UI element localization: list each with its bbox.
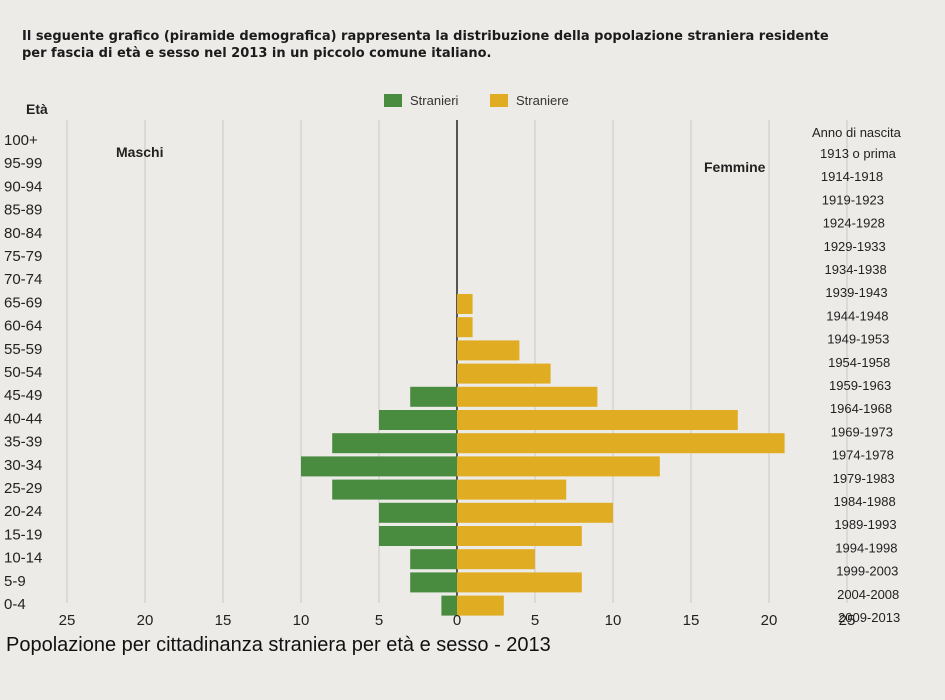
birth-year-label: 1974-1978 [832, 448, 894, 463]
bar-straniere [457, 363, 551, 384]
legend-label-straniere: Straniere [516, 93, 569, 108]
x-tick-label: 20 [137, 612, 154, 629]
birth-year-label: 2009-2013 [838, 610, 900, 625]
birth-year-label: 1924-1928 [823, 216, 885, 231]
birth-year-label: 1994-1998 [835, 540, 897, 555]
age-label: 75-79 [4, 248, 42, 265]
legend-swatch-straniere [490, 94, 508, 107]
birth-year-label: 1969-1973 [831, 424, 893, 439]
birth-year-label: 1984-1988 [834, 494, 896, 509]
age-label: 45-49 [4, 387, 42, 404]
age-label: 0-4 [4, 596, 26, 613]
bar-straniere [457, 479, 567, 500]
birth-axis-title: Anno di nascita [812, 125, 902, 140]
birth-year-label: 2004-2008 [837, 587, 899, 602]
bar-stranieri [410, 386, 457, 407]
age-label: 30-34 [4, 457, 42, 474]
bar-straniere [457, 340, 520, 361]
age-label: 80-84 [4, 225, 42, 242]
age-label: 40-44 [4, 410, 42, 427]
birth-year-label: 1944-1948 [826, 308, 888, 323]
age-axis-title: Età [26, 101, 48, 117]
birth-year-label: 1999-2003 [836, 564, 898, 579]
age-label: 20-24 [4, 503, 42, 520]
bar-stranieri [410, 572, 457, 593]
bar-straniere [457, 294, 473, 314]
birth-year-label: 1979-1983 [833, 471, 895, 486]
birth-year-label: 1934-1938 [825, 262, 887, 277]
x-tick-label: 15 [683, 612, 700, 629]
birth-year-label: 1914-1918 [821, 169, 883, 184]
bar-straniere [457, 386, 598, 407]
bar-straniere [457, 433, 785, 454]
intro-line-1: Il seguente grafico (piramide demografic… [22, 29, 829, 44]
legend: Stranieri Straniere [384, 93, 569, 108]
bar-stranieri [379, 502, 457, 523]
age-label: 55-59 [4, 341, 42, 358]
birth-year-label: 1919-1923 [822, 192, 884, 207]
bar-stranieri [379, 526, 457, 546]
chart-caption: Popolazione per cittadinanza straniera p… [6, 634, 551, 656]
age-label: 65-69 [4, 294, 42, 311]
birth-year-label: 1929-1933 [824, 239, 886, 254]
age-label: 90-94 [4, 178, 42, 195]
bar-straniere [457, 526, 582, 546]
birth-year-label: 1949-1953 [827, 332, 889, 347]
x-tick-label: 15 [215, 612, 232, 629]
birth-year-label: 1954-1958 [828, 355, 890, 370]
femmine-label: Femmine [704, 159, 766, 175]
bar-straniere [457, 317, 473, 338]
bar-straniere [457, 456, 660, 477]
bar-straniere [457, 595, 504, 616]
birth-year-label: 1959-1963 [829, 378, 891, 393]
axis-labels: 25 20 15 10 5 0 5 10 15 20 25 100+ 1913 o prima 95-99… [4, 101, 902, 629]
x-tick-label: 5 [531, 612, 539, 629]
bar-straniere [457, 502, 613, 523]
intro-line-2: per fascia di età e sesso nel 2013 in un… [22, 46, 492, 61]
maschi-label: Maschi [116, 144, 163, 160]
bar-stranieri [332, 433, 457, 454]
x-tick-label: 25 [839, 612, 856, 629]
age-label: 25-29 [4, 480, 42, 497]
age-label: 15-19 [4, 526, 42, 543]
age-label: 70-74 [4, 271, 42, 288]
age-label: 5-9 [4, 573, 26, 590]
bar-straniere [457, 549, 535, 570]
x-tick-label: 0 [453, 612, 461, 629]
bar-straniere [457, 410, 738, 430]
bar-stranieri [441, 595, 457, 616]
x-tick-label: 10 [293, 612, 310, 629]
bar-stranieri [332, 479, 457, 500]
legend-label-stranieri: Stranieri [410, 93, 459, 108]
birth-year-label: 1964-1968 [830, 401, 892, 416]
bar-straniere [457, 572, 582, 593]
x-tick-label: 10 [605, 612, 622, 629]
intro-text: Il seguente grafico (piramide demografic… [22, 28, 922, 62]
legend-swatch-stranieri [384, 94, 402, 107]
x-tick-label: 25 [59, 612, 76, 629]
x-tick-label: 20 [761, 612, 778, 629]
bars [301, 294, 785, 616]
bar-stranieri [301, 456, 457, 477]
age-label: 85-89 [4, 202, 42, 219]
bar-stranieri [379, 410, 457, 430]
age-label: 10-14 [4, 550, 42, 567]
x-tick-label: 5 [375, 612, 383, 629]
bar-stranieri [410, 549, 457, 570]
age-label: 100+ [4, 132, 38, 149]
birth-year-label: 1989-1993 [834, 517, 896, 532]
age-label: 95-99 [4, 155, 42, 172]
birth-year-label: 1913 o prima [820, 146, 897, 161]
birth-year-label: 1939-1943 [825, 285, 887, 300]
age-label: 35-39 [4, 434, 42, 451]
age-label: 60-64 [4, 318, 42, 335]
age-label: 50-54 [4, 364, 42, 381]
